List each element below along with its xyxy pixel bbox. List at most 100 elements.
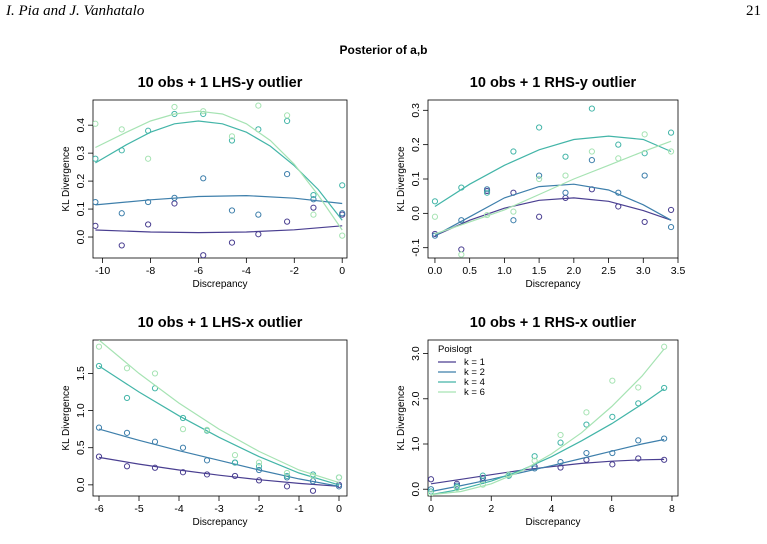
- data-point-k4: [667, 129, 675, 136]
- fit-curve-k6: [95, 110, 343, 231]
- x-tick-label: -5: [134, 503, 143, 515]
- data-point-k6: [583, 409, 590, 416]
- data-point-k1: [635, 455, 642, 462]
- panel-lhs-x: 10 obs + 1 LHS-x outlier -6 -5 -4 -3 -2 -1 0 0.0…: [61, 315, 348, 528]
- data-point-k1: [428, 476, 435, 483]
- data-point-k4: [510, 148, 517, 155]
- data-point-k6: [118, 126, 125, 133]
- data-point-k6: [505, 471, 512, 478]
- data-point-k2: [179, 444, 187, 451]
- plot-area: [95, 340, 343, 494]
- fit-curve-k4: [98, 365, 340, 486]
- fit-curve-k6: [434, 140, 672, 235]
- data-point-k6: [255, 459, 263, 466]
- data-point-k4: [583, 421, 590, 428]
- data-point-k6: [557, 431, 564, 439]
- data-point-k4: [609, 413, 616, 420]
- data-point-k1: [95, 453, 103, 460]
- figure-title: Posterior of a,b: [339, 43, 428, 57]
- data-point-k6: [123, 365, 131, 372]
- x-tick-label: 6: [609, 503, 615, 515]
- y-tick-label: 0.2: [75, 174, 87, 189]
- data-point-k1: [118, 242, 125, 249]
- fit-curve-k1: [434, 197, 672, 237]
- x-axis-label: Discrepancy: [525, 517, 580, 528]
- data-point-k4: [588, 105, 595, 112]
- y-tick-label: 0.3: [410, 103, 422, 118]
- data-point-k2: [335, 483, 343, 490]
- y-tick-label: -0.1: [410, 238, 422, 256]
- fit-curve-k1: [430, 458, 665, 485]
- x-tick-label: -10: [95, 265, 110, 277]
- y-tick-label: 0.0: [75, 230, 87, 245]
- data-point-k1: [171, 200, 178, 207]
- y-axis-label: KL Divergence: [61, 385, 72, 451]
- data-point-k4: [531, 453, 538, 460]
- plot-area: [431, 105, 675, 258]
- fit-curve-k6: [430, 348, 665, 496]
- plot-frame: [427, 339, 679, 497]
- data-point-k4: [536, 124, 543, 131]
- data-point-k2: [536, 172, 543, 179]
- x-tick-label: 1.0: [497, 265, 512, 277]
- data-point-k2: [510, 217, 517, 224]
- data-point-k4: [483, 189, 491, 196]
- panel-rhs-y: 10 obs + 1 RHS-y outlier 0.0 0.5 1.0 1.5 2.0 2…: [396, 75, 685, 290]
- y-tick-label: 1.0: [75, 403, 87, 418]
- data-point-k2: [310, 196, 317, 203]
- data-point-k1: [283, 483, 291, 490]
- x-tick-label: 1.5: [532, 265, 547, 277]
- y-tick-label: 0.4: [75, 118, 87, 133]
- data-point-k6: [458, 251, 465, 258]
- data-point-k1: [255, 231, 262, 238]
- fit-curve-k4: [95, 120, 343, 221]
- data-point-k2: [118, 210, 125, 217]
- data-point-k1: [123, 463, 131, 470]
- data-point-k6: [335, 474, 343, 481]
- data-point-k6: [309, 472, 317, 480]
- fit-curve-k6: [98, 340, 340, 484]
- y-axis-label: KL Divergence: [61, 146, 72, 212]
- data-point-k6: [95, 343, 103, 350]
- data-point-k6: [667, 148, 675, 155]
- fit-curve-k2: [434, 183, 672, 237]
- y-tick-label: 0.0: [75, 477, 87, 492]
- fit-curve-k4: [430, 388, 665, 496]
- fit-curve-k2: [98, 428, 340, 487]
- running-head-authors: I. Pia and J. Vanhatalo: [6, 3, 145, 19]
- data-point-k6: [641, 131, 648, 138]
- data-point-k4: [339, 182, 346, 189]
- data-point-k4: [635, 400, 642, 407]
- plot-frame: [427, 99, 679, 259]
- data-point-k1: [615, 203, 622, 210]
- data-point-k1: [310, 204, 317, 211]
- x-tick-label: 3.0: [636, 265, 651, 277]
- x-tick-label: 4: [549, 503, 555, 515]
- legend-entry: k = 1: [464, 357, 485, 368]
- x-tick-label: -2: [290, 265, 299, 277]
- data-point-k2: [588, 157, 595, 164]
- data-point-k6: [588, 148, 595, 155]
- x-tick-label: -8: [146, 265, 155, 277]
- data-point-k1: [483, 187, 491, 195]
- data-point-k6: [635, 384, 642, 391]
- y-tick-label: 1.5: [75, 366, 87, 381]
- x-tick-label: -1: [294, 503, 303, 515]
- data-point-k6: [171, 103, 178, 111]
- data-point-k6: [231, 452, 239, 459]
- data-point-k2: [123, 429, 131, 436]
- data-point-k4: [661, 384, 668, 392]
- data-point-k6: [310, 211, 317, 218]
- data-point-k1: [536, 213, 543, 220]
- data-point-k1: [255, 477, 263, 484]
- data-point-k1: [309, 487, 317, 494]
- data-point-k2: [228, 207, 236, 214]
- x-tick-label: -4: [174, 503, 183, 515]
- data-point-k1: [231, 472, 239, 480]
- data-point-k4: [255, 463, 263, 470]
- fit-curve-k1: [98, 456, 340, 487]
- data-point-k2: [283, 171, 291, 178]
- data-point-k2: [483, 186, 491, 193]
- y-tick-label: 0.1: [75, 202, 87, 217]
- y-tick-label: 0.0: [410, 206, 422, 221]
